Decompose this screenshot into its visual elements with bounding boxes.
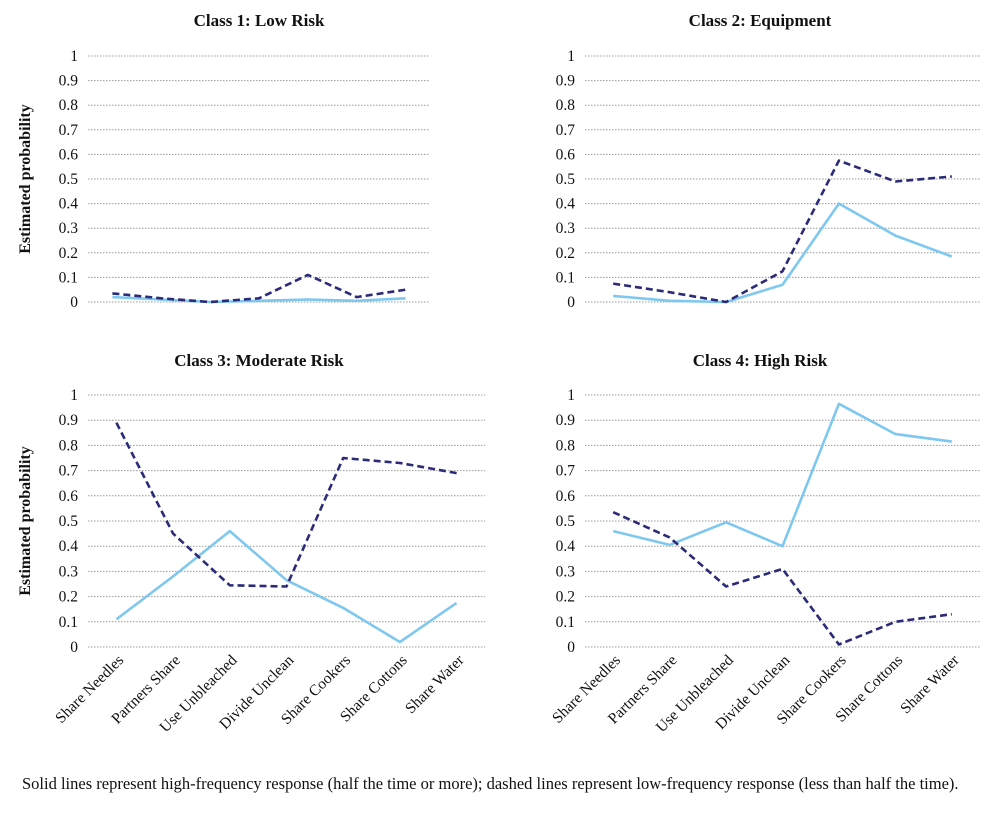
y-tick-label: 0 xyxy=(70,294,78,311)
chart-title: Class 3: Moderate Risk xyxy=(174,351,344,370)
y-tick-label: 1 xyxy=(70,48,78,65)
y-tick-label: 0.7 xyxy=(556,122,576,139)
y-tick-label: 0.1 xyxy=(556,614,575,631)
y-tick-label: 0.6 xyxy=(59,146,79,163)
y-tick-label: 0 xyxy=(70,639,78,656)
y-axis-label: Estimated probability xyxy=(17,446,34,596)
y-tick-label: 0.3 xyxy=(59,220,79,237)
chart-panel-2: Class 2: Equipment 0 0.1 0.2 0.3 0.4 0.5 0.6 0.7… xyxy=(556,11,980,311)
y-tick-label: 0.8 xyxy=(556,437,576,454)
chart-panel-1: Class 1: Low Risk 0 0.1 0.2 0.3 0.4 0.5 0.6 0.7 0… xyxy=(17,11,430,311)
y-tick-label: 0.4 xyxy=(59,538,79,555)
y-axis-label: Estimated probability xyxy=(17,104,34,254)
y-tick-label: 0 xyxy=(567,639,575,656)
y-tick-label: 0.1 xyxy=(59,614,78,631)
y-tick-label: 0.7 xyxy=(59,463,79,480)
chart-title: Class 4: High Risk xyxy=(693,351,828,370)
y-tick-label: 0.9 xyxy=(556,412,576,429)
y-tick-label: 0.3 xyxy=(59,563,79,580)
series-line-dashed xyxy=(613,159,952,304)
y-tick-label: 0.1 xyxy=(59,269,78,286)
x-tick-label: Share Water xyxy=(402,651,468,717)
y-tick-label: 0.3 xyxy=(556,220,576,237)
y-tick-label: 0.2 xyxy=(59,245,78,262)
y-tick-label: 0.2 xyxy=(59,589,78,606)
series-line-solid xyxy=(115,529,458,644)
y-tick-label: 1 xyxy=(567,48,575,65)
series-line-dashed xyxy=(112,273,406,304)
y-tick-label: 0.8 xyxy=(556,97,576,114)
chart-title: Class 1: Low Risk xyxy=(194,11,325,30)
y-tick-label: 0.6 xyxy=(556,488,576,505)
chart-title: Class 2: Equipment xyxy=(689,11,832,30)
x-tick-label: Share Water xyxy=(897,651,963,717)
y-tick-label: 0.9 xyxy=(59,73,79,90)
figure-panels: Class 1: Low Risk 0 0.1 0.2 0.3 0.4 0.5 0.6 0.7 0… xyxy=(17,11,980,736)
series-line-solid xyxy=(613,202,953,304)
y-tick-label: 0.5 xyxy=(59,513,79,530)
y-tick-label: 0.3 xyxy=(556,563,576,580)
chart-panel-4: Class 4: High Risk 0 0.1 0.2 0.3 0.4 0.5 0.6 0.7… xyxy=(549,351,980,736)
chart-panel-3: Class 3: Moderate Risk 0 0.1 0.2 0.3 0.4 0.5 0.… xyxy=(17,351,485,736)
series-line-dashed xyxy=(612,511,952,646)
y-tick-label: 0.8 xyxy=(59,97,79,114)
y-tick-label: 0.4 xyxy=(556,538,576,555)
y-tick-label: 0.1 xyxy=(556,269,575,286)
y-tick-label: 0.4 xyxy=(556,196,576,213)
y-tick-label: 0.9 xyxy=(59,412,79,429)
y-tick-label: 0.6 xyxy=(556,146,576,163)
y-tick-label: 0.2 xyxy=(556,245,575,262)
series-line-dashed xyxy=(115,422,457,588)
y-tick-label: 0.2 xyxy=(556,589,575,606)
y-tick-label: 1 xyxy=(567,387,575,404)
series-line-solid xyxy=(612,402,952,548)
y-tick-label: 0.7 xyxy=(59,122,79,139)
y-tick-label: 0.7 xyxy=(556,463,576,480)
y-tick-label: 0 xyxy=(567,294,575,311)
y-tick-label: 0.9 xyxy=(556,73,576,90)
y-tick-label: 0.5 xyxy=(59,171,79,188)
figure-caption: Solid lines represent high-frequency res… xyxy=(22,774,959,793)
y-tick-label: 0.4 xyxy=(59,196,79,213)
y-tick-label: 0.5 xyxy=(556,171,576,188)
y-tick-label: 0.6 xyxy=(59,488,79,505)
y-tick-label: 1 xyxy=(70,387,78,404)
y-tick-label: 0.5 xyxy=(556,513,576,530)
y-tick-label: 0.8 xyxy=(59,437,79,454)
